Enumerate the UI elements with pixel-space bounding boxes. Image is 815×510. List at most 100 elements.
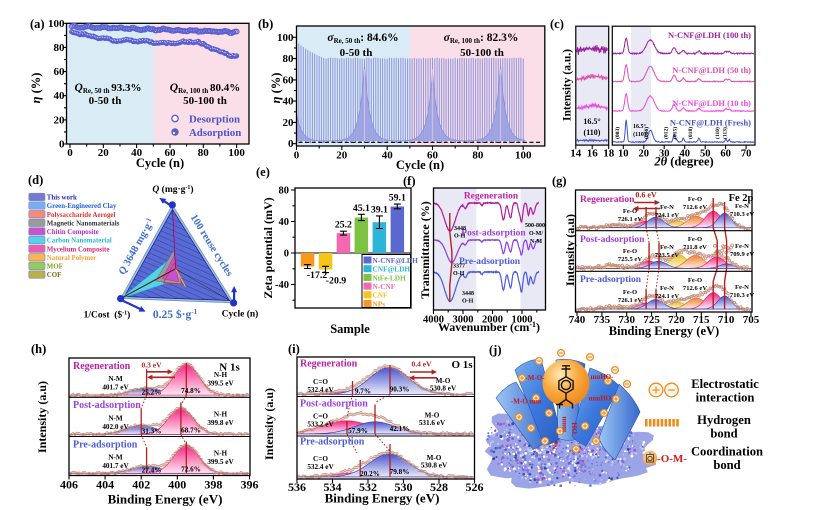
svg-text:0: 0 — [294, 149, 300, 161]
svg-text:N-M: N-M — [530, 239, 542, 245]
svg-text:COF: COF — [47, 272, 62, 279]
svg-text:100: 100 — [228, 147, 245, 159]
svg-text:60: 60 — [165, 147, 177, 159]
svg-text:ıııııııı: ıııııııı — [560, 416, 568, 432]
svg-text:Polysaccharide Aerogel: Polysaccharide Aerogel — [47, 212, 116, 219]
svg-text:1000: 1000 — [512, 315, 533, 326]
svg-text:80: 80 — [198, 147, 210, 159]
svg-text:70: 70 — [741, 148, 752, 159]
svg-text:40: 40 — [283, 96, 295, 108]
svg-text:20: 20 — [283, 117, 295, 129]
svg-text:Transmittance (%): Transmittance (%) — [418, 201, 432, 298]
svg-text:Fe-N: Fe-N — [735, 203, 749, 210]
svg-text:Binding Energy (eV): Binding Energy (eV) — [325, 491, 440, 506]
svg-text:10: 10 — [618, 148, 629, 159]
svg-text:N-H: N-H — [214, 371, 228, 379]
svg-text:730: 730 — [618, 314, 635, 326]
svg-text:0: 0 — [284, 249, 289, 260]
svg-text:45.1: 45.1 — [353, 203, 370, 214]
svg-text:C=O: C=O — [313, 413, 328, 421]
svg-text:O-M/: O-M/ — [529, 231, 543, 237]
svg-text:0: 0 — [288, 138, 294, 150]
svg-text:Coordination: Coordination — [691, 445, 763, 459]
svg-text:0-50 th: 0-50 th — [89, 95, 122, 107]
svg-text:25.2: 25.2 — [335, 220, 352, 231]
svg-text:N-CNF@LDH (10 th): N-CNF@LDH (10 th) — [672, 98, 751, 108]
svg-text:Green-Engineered Clay: Green-Engineered Clay — [47, 203, 117, 210]
svg-text:N-CNF@LDH (100 th): N-CNF@LDH (100 th) — [668, 30, 751, 40]
svg-text:724.1 eV: 724.1 eV — [655, 293, 679, 300]
svg-text:532.4 eV: 532.4 eV — [307, 386, 334, 394]
svg-text:Post-adsorption: Post-adsorption — [580, 235, 645, 245]
svg-text:-M-O-: -M-O- — [525, 374, 545, 382]
svg-text:(b): (b) — [258, 17, 273, 31]
svg-text:725.5 eV: 725.5 eV — [618, 256, 642, 263]
svg-text:Pre-adsorption: Pre-adsorption — [73, 440, 138, 451]
svg-text:710.3 eV: 710.3 eV — [730, 211, 754, 218]
svg-text:532.4 eV: 532.4 eV — [307, 463, 334, 471]
svg-text:710: 710 — [718, 314, 735, 326]
svg-text:399.5 eV: 399.5 eV — [207, 380, 234, 388]
svg-text:(a): (a) — [30, 17, 45, 31]
svg-text:Natural Polymer: Natural Polymer — [47, 255, 97, 262]
svg-text:Magnetic Nanomaterials: Magnetic Nanomaterials — [47, 220, 120, 227]
svg-text:724.1 eV: 724.1 eV — [655, 212, 679, 219]
svg-text:N-CNF@LDH (Fresh): N-CNF@LDH (Fresh) — [670, 118, 751, 128]
svg-text:530.8 eV: 530.8 eV — [421, 462, 448, 470]
svg-text:NPs: NPs — [373, 299, 386, 308]
svg-text:712.6 eV: 712.6 eV — [683, 204, 707, 211]
svg-text:735: 735 — [594, 314, 611, 326]
svg-text:N 1s: N 1s — [219, 362, 240, 374]
svg-text:M-O: M-O — [425, 412, 440, 420]
svg-text:Intensity (a.u.): Intensity (a.u.) — [562, 49, 574, 121]
svg-text:(110): (110) — [584, 128, 601, 137]
svg-text:(h): (h) — [31, 342, 46, 356]
svg-text:(015): (015) — [671, 127, 678, 139]
svg-text:59.1: 59.1 — [389, 193, 406, 204]
svg-text:Fe-N: Fe-N — [660, 204, 674, 211]
svg-text:-20.9: -20.9 — [326, 276, 347, 287]
svg-text:bond: bond — [713, 458, 740, 472]
svg-text:57.9%: 57.9% — [348, 427, 368, 435]
svg-text:4000: 4000 — [423, 315, 444, 326]
svg-text:(110): (110) — [714, 127, 721, 139]
svg-text:723.5 eV: 723.5 eV — [655, 252, 679, 259]
svg-text:60: 60 — [54, 66, 66, 78]
svg-text:42.1%: 42.1% — [390, 425, 410, 433]
svg-text:740: 740 — [569, 314, 586, 326]
svg-text:2000: 2000 — [482, 315, 503, 326]
svg-text:404: 404 — [96, 478, 114, 492]
svg-text:9.7%: 9.7% — [355, 387, 371, 395]
svg-text:Nıı: Nıı — [551, 441, 560, 451]
svg-text:This work: This work — [47, 195, 77, 202]
svg-text:500-800: 500-800 — [525, 223, 545, 229]
svg-text:60: 60 — [283, 74, 295, 86]
svg-text:27.4%: 27.4% — [142, 467, 162, 475]
svg-text:ııııııHO-: ııııııHO- — [589, 395, 615, 403]
svg-text:80: 80 — [54, 42, 66, 54]
svg-text:712.6 eV: 712.6 eV — [683, 285, 707, 292]
svg-text:534: 534 — [324, 480, 342, 494]
svg-text:80: 80 — [472, 149, 484, 161]
svg-text:-M-O ıııııı: -M-O ıııııı — [511, 398, 541, 406]
svg-text:CNF@LDH: CNF@LDH — [373, 265, 411, 274]
svg-text:N-H: N-H — [214, 410, 228, 418]
svg-text:N-CNF@LDH (50 th): N-CNF@LDH (50 th) — [672, 65, 751, 75]
svg-text:401.7 eV: 401.7 eV — [102, 384, 129, 392]
svg-text:(e): (e) — [256, 165, 270, 179]
svg-text:interaction: interaction — [696, 391, 755, 405]
svg-text:400: 400 — [168, 478, 186, 492]
svg-text:N-M: N-M — [108, 414, 123, 422]
svg-text:Regeneration: Regeneration — [580, 195, 635, 205]
svg-text:50: 50 — [700, 148, 711, 159]
svg-text:(c): (c) — [550, 17, 564, 31]
svg-text:N-H: N-H — [214, 450, 228, 458]
svg-text:709.9 eV: 709.9 eV — [730, 251, 754, 258]
svg-text:Cycle (n): Cycle (n) — [136, 156, 184, 170]
svg-text:720: 720 — [668, 314, 685, 326]
svg-text:16: 16 — [587, 148, 599, 160]
svg-text:526: 526 — [466, 480, 484, 494]
svg-text:3000: 3000 — [453, 315, 474, 326]
svg-text:Fe 2p: Fe 2p — [729, 193, 754, 204]
svg-text:531.6 eV: 531.6 eV — [419, 419, 446, 427]
